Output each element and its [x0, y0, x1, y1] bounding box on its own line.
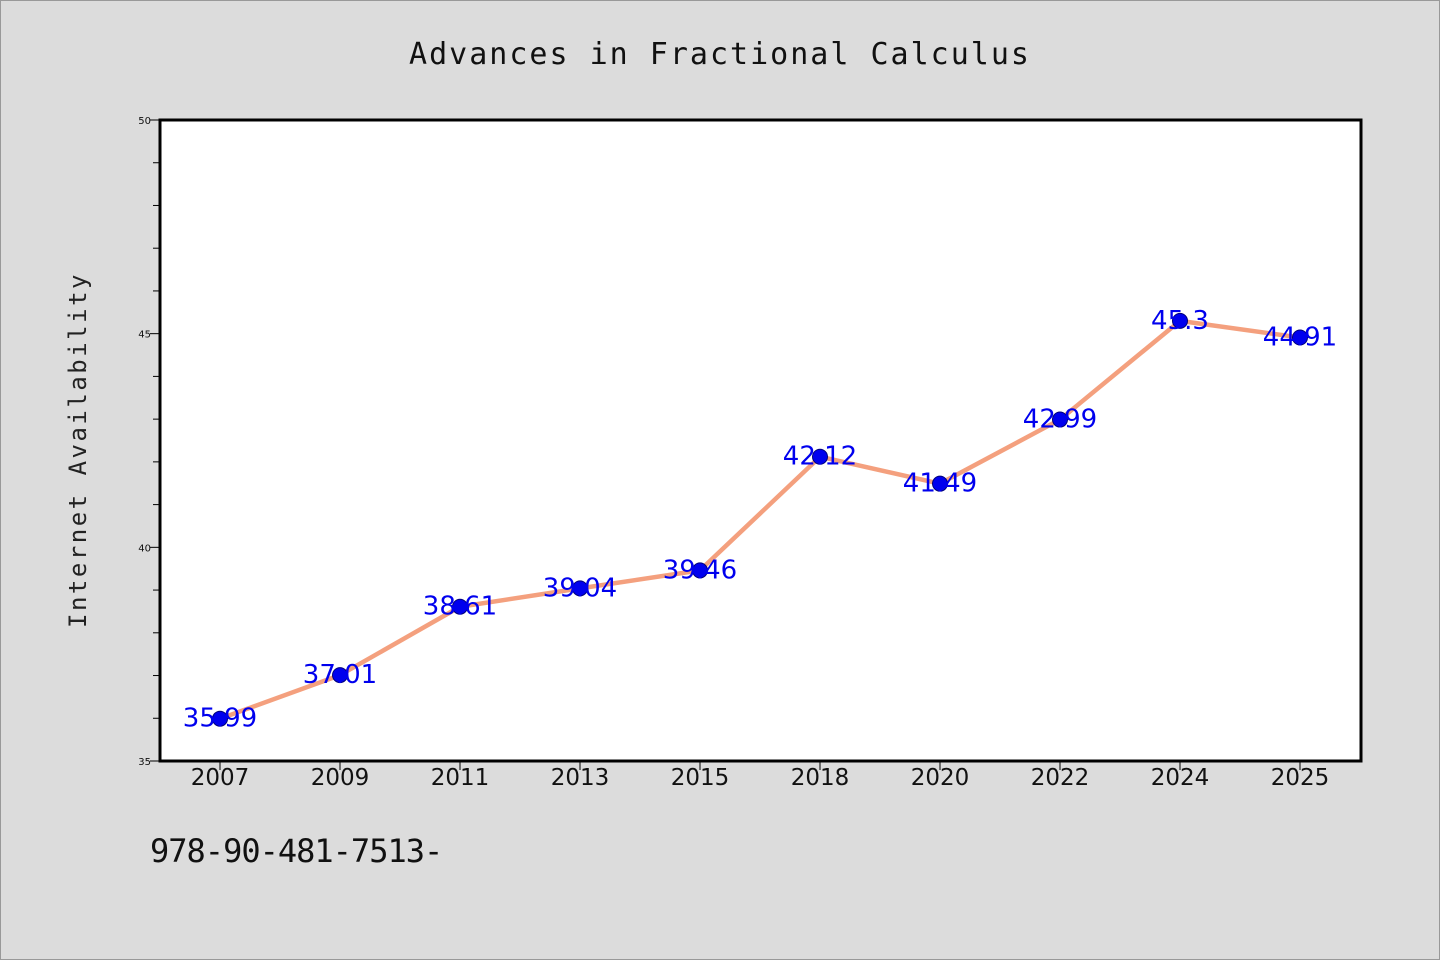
x-tick-label: 2011 — [431, 765, 490, 791]
x-tick-label: 2009 — [311, 765, 370, 791]
y-tick-label: 45 — [138, 330, 151, 341]
data-point — [932, 475, 948, 492]
data-point — [1172, 312, 1188, 329]
x-axis-ticks: 2007 2009 2011 2013 2015 2018 2020 2022 2024 2025 — [191, 761, 1330, 791]
data-label: 42.12 — [783, 442, 857, 472]
data-label: 38.61 — [423, 592, 497, 622]
x-tick-label: 2007 — [191, 765, 250, 791]
series-line — [217, 318, 1303, 721]
data-label: 44.91 — [1263, 323, 1337, 353]
data-label: 45.3 — [1151, 306, 1209, 336]
chart-title: Advances in Fractional Calculus — [409, 37, 1031, 72]
data-point — [572, 580, 588, 597]
data-point — [452, 598, 468, 615]
data-label: 39.04 — [543, 573, 617, 603]
data-point — [1052, 411, 1068, 428]
x-tick-label: 2020 — [911, 765, 970, 791]
data-label: 41.49 — [903, 469, 977, 499]
x-tick-label: 2022 — [1031, 765, 1090, 791]
y-tick-label: 40 — [138, 543, 151, 554]
data-label: 35.99 — [183, 704, 257, 734]
data-point — [212, 710, 228, 727]
y-axis-ticks: 35 40 45 50 — [138, 116, 160, 768]
x-tick-label: 2015 — [671, 765, 730, 791]
series-layer: 35.99 37.01 38.61 39.04 39.46 42.12 41.49 42.99… — [183, 306, 1337, 734]
x-tick-label: 2018 — [791, 765, 850, 791]
data-label: 37.01 — [303, 660, 377, 690]
footer-code: 978-90-481-7513- — [150, 832, 443, 870]
x-tick-label: 2013 — [551, 765, 610, 791]
data-point — [332, 667, 348, 684]
y-axis-label: Internet Availability — [64, 272, 92, 628]
data-point — [812, 448, 828, 465]
x-tick-label: 2025 — [1271, 765, 1330, 791]
data-point — [1292, 329, 1308, 346]
data-label: 39.46 — [663, 555, 737, 585]
y-tick-label: 50 — [138, 116, 151, 127]
x-tick-label: 2024 — [1151, 765, 1210, 791]
data-label: 42.99 — [1023, 405, 1097, 435]
plot-area — [158, 118, 1363, 763]
data-point — [692, 562, 708, 579]
y-tick-label: 35 — [138, 757, 151, 768]
